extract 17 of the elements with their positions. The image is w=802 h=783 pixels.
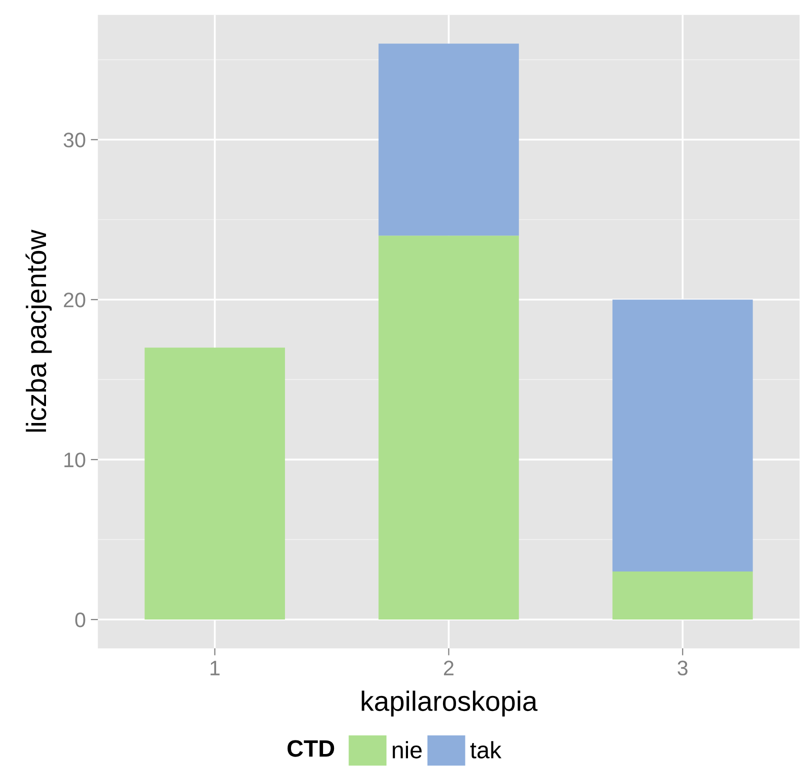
legend-title: CTD xyxy=(288,740,334,757)
bar xyxy=(144,348,285,620)
y-tick-label: 30 xyxy=(64,132,86,148)
y-axis-title: liczba pacjentów xyxy=(26,230,52,432)
x-axis-title: kapilaroskopia xyxy=(362,690,538,717)
bar xyxy=(612,572,753,620)
legend-label: tak xyxy=(470,741,502,758)
bar xyxy=(612,300,753,572)
x-tick-label: 1 xyxy=(210,660,220,676)
x-tick-label: 2 xyxy=(444,660,454,676)
x-tick-label: 3 xyxy=(678,660,688,676)
legend-label: nie xyxy=(392,741,422,758)
y-tick-label: 10 xyxy=(64,452,86,468)
y-tick-label: 0 xyxy=(75,612,86,628)
bar xyxy=(378,44,519,236)
bar xyxy=(378,236,519,620)
y-tick-label: 20 xyxy=(64,292,86,308)
